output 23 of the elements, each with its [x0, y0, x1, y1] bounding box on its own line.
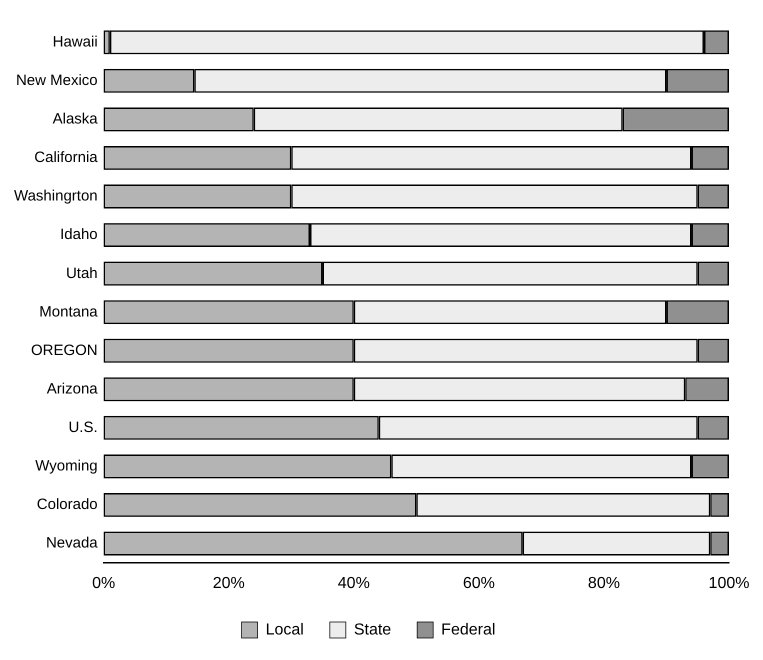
legend-label: Federal: [441, 621, 496, 638]
y-tick-label: Utah: [66, 264, 98, 282]
y-tick-label: Washingrton: [14, 188, 98, 205]
y-tick-label: Nevada: [46, 534, 98, 552]
y-tick-label: OREGON: [30, 342, 98, 359]
y-tick-label: Wyoming: [35, 458, 98, 475]
y-tick-label: New Mexico: [16, 72, 98, 89]
y-tick-label: Hawaii: [52, 33, 98, 50]
y-tick-label: California: [34, 149, 98, 166]
x-tick-label: 80%: [588, 574, 620, 592]
x-tick-label: 60%: [462, 574, 495, 592]
y-tick-label: Montana: [39, 303, 98, 320]
x-tick-label: 0%: [92, 574, 116, 592]
y-tick-label: U.S.: [68, 418, 98, 436]
y-tick-label: Idaho: [60, 226, 98, 244]
x-tick-label: 100%: [708, 574, 750, 592]
y-tick-label: Colorado: [36, 496, 98, 514]
legend-label: State: [354, 621, 392, 638]
y-tick-label: Alaska: [52, 110, 98, 128]
legend-label: Local: [266, 621, 304, 638]
x-tick-label: 40%: [338, 574, 370, 592]
y-tick-label: Arizona: [46, 380, 98, 398]
x-tick-label: 20%: [212, 574, 245, 592]
